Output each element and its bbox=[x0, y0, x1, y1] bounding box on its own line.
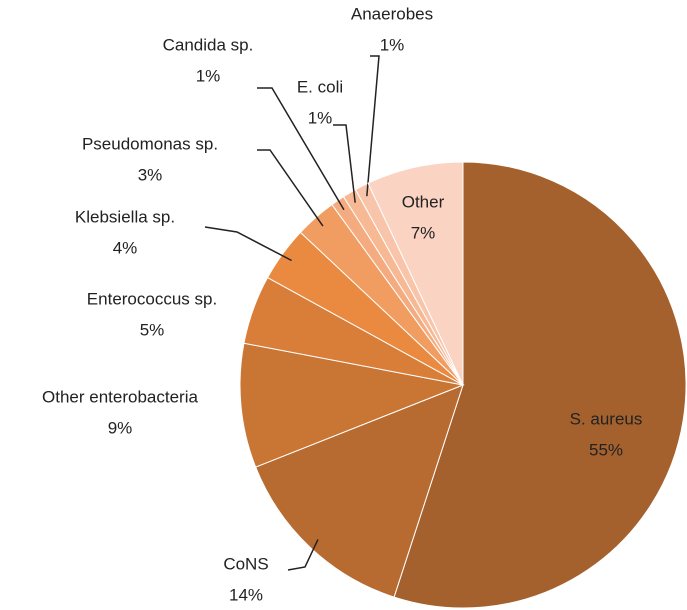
slice-value: 4% bbox=[113, 238, 138, 257]
slice-label: Anaerobes bbox=[351, 4, 433, 23]
slice-label: Other enterobacteria bbox=[42, 387, 198, 406]
slice-value: 5% bbox=[140, 320, 165, 339]
leader-line bbox=[204, 226, 292, 262]
slice-label: CoNS bbox=[223, 554, 268, 573]
slice-value: 7% bbox=[411, 223, 436, 242]
slice-value: 55% bbox=[589, 440, 623, 459]
pie-slice bbox=[239, 342, 465, 468]
slice-value: 1% bbox=[308, 108, 333, 127]
leader-line bbox=[257, 87, 345, 211]
slice-label: E. coli bbox=[297, 77, 343, 96]
leader-line bbox=[366, 55, 380, 197]
slice-value: 1% bbox=[380, 35, 405, 54]
slice-value: 3% bbox=[138, 165, 163, 184]
pie-slice bbox=[367, 161, 464, 386]
slice-label: Other bbox=[402, 192, 445, 211]
slice-label: Pseudomonas sp. bbox=[82, 134, 218, 153]
leader-line bbox=[257, 149, 324, 227]
slice-label: S. aureus bbox=[570, 409, 643, 428]
slice-label: Enterococcus sp. bbox=[87, 289, 217, 308]
slice-value: 9% bbox=[108, 418, 133, 437]
leader-line bbox=[333, 124, 356, 203]
slice-value: 14% bbox=[229, 585, 263, 604]
pie-slice bbox=[255, 384, 464, 598]
slice-label: Candida sp. bbox=[163, 35, 254, 54]
slice-label: Klebsiella sp. bbox=[75, 207, 175, 226]
leader-line bbox=[287, 539, 319, 571]
slice-value: 1% bbox=[196, 66, 221, 85]
pie-slice bbox=[393, 161, 687, 609]
